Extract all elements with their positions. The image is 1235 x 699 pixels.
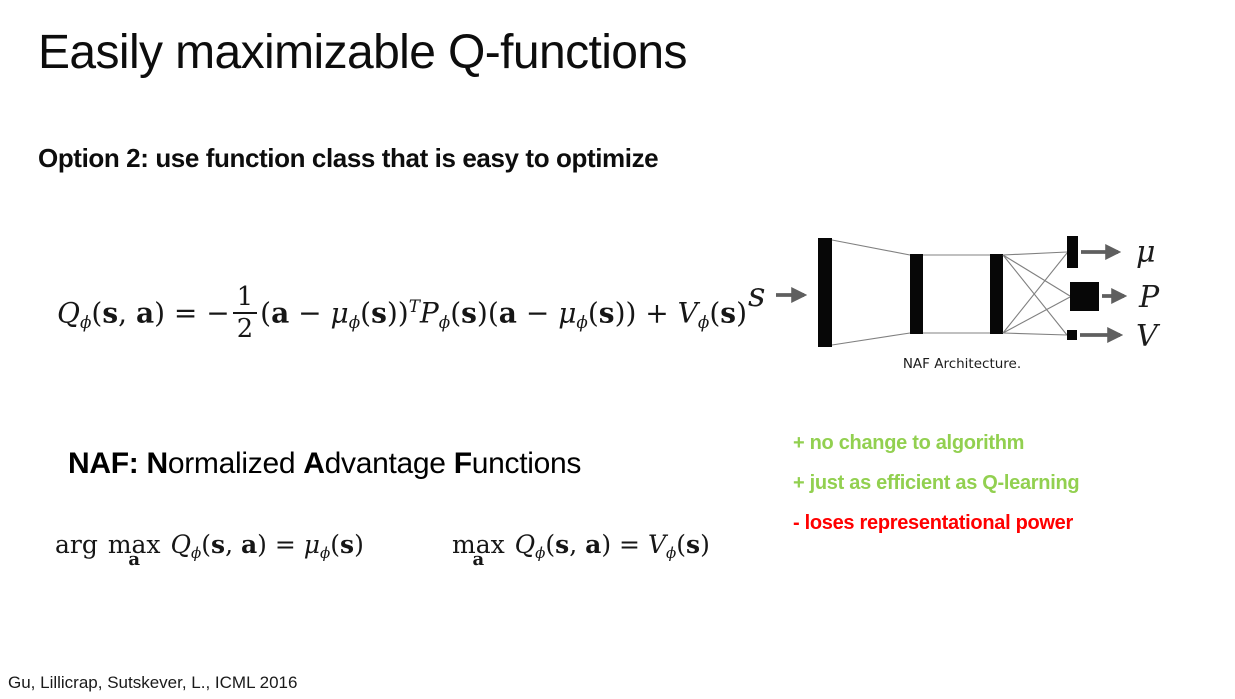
naf-architecture-diagram: s μ P V NAF Architecture.: [748, 235, 1161, 372]
pro-item: + no change to algorithm: [793, 432, 1025, 454]
connection-line: [831, 332, 911, 346]
v-label: V: [1136, 319, 1161, 354]
connection-line: [1002, 332, 1068, 336]
layer-connections: [831, 239, 990, 346]
slide-subtitle: Option 2: use function class that is eas…: [38, 143, 659, 173]
connection-line: [1002, 252, 1068, 334]
naf-word-rest: unctions: [471, 447, 582, 480]
output-fan-connections: [1002, 251, 1071, 336]
layer-bar-1: [818, 238, 832, 347]
naf-initial-f: F: [453, 447, 472, 480]
naf-initial-n: N: [146, 447, 168, 480]
layer-bar-2: [910, 254, 923, 334]
naf-heading: NAF: Normalized Advantage Functions: [68, 447, 581, 481]
output-blocks: [1067, 236, 1099, 340]
mu-output-block: [1067, 236, 1078, 268]
naf-abbreviation: NAF:: [68, 447, 147, 480]
pro-item: + just as efficient as Q-learning: [793, 472, 1080, 494]
con-item: - loses representational power: [793, 512, 1073, 534]
network-layers: [818, 238, 1003, 347]
p-label: P: [1138, 280, 1160, 315]
max-formula: max a Qϕ(s, a) = Vϕ(s): [452, 530, 710, 570]
q-function-formula: Qϕ(s, a) = −1 2 (a − μϕ(s))TPϕ(s)(a − μϕ(s…: [57, 282, 747, 345]
connection-line: [1002, 254, 1071, 297]
layer-bar-3: [990, 254, 1003, 334]
slide-title: Easily maximizable Q-functions: [38, 26, 688, 79]
mu-label: μ: [1136, 235, 1156, 270]
naf-word-rest: ormalized: [167, 447, 304, 480]
p-output-block: [1070, 282, 1099, 311]
connection-line: [1002, 254, 1068, 336]
citation: Gu, Lillicrap, Sutskever, L., ICML 2016: [8, 673, 298, 692]
output-arrows: [1080, 244, 1128, 343]
naf-initial-a: A: [303, 447, 325, 480]
output-labels: μ P V: [1136, 235, 1161, 354]
argmax-formula: arg max a Qϕ(s, a) = μϕ(s): [55, 530, 364, 570]
connection-line: [831, 239, 911, 256]
connection-line: [1002, 296, 1071, 334]
diagram-caption: NAF Architecture.: [903, 356, 1021, 372]
pros-cons-list: + no change to algorithm + just as effic…: [793, 432, 1080, 552]
v-output-block: [1067, 330, 1077, 340]
diagram-input-label: s: [748, 275, 765, 315]
connection-line: [1002, 251, 1068, 256]
naf-word-rest: dvantage: [324, 447, 454, 480]
